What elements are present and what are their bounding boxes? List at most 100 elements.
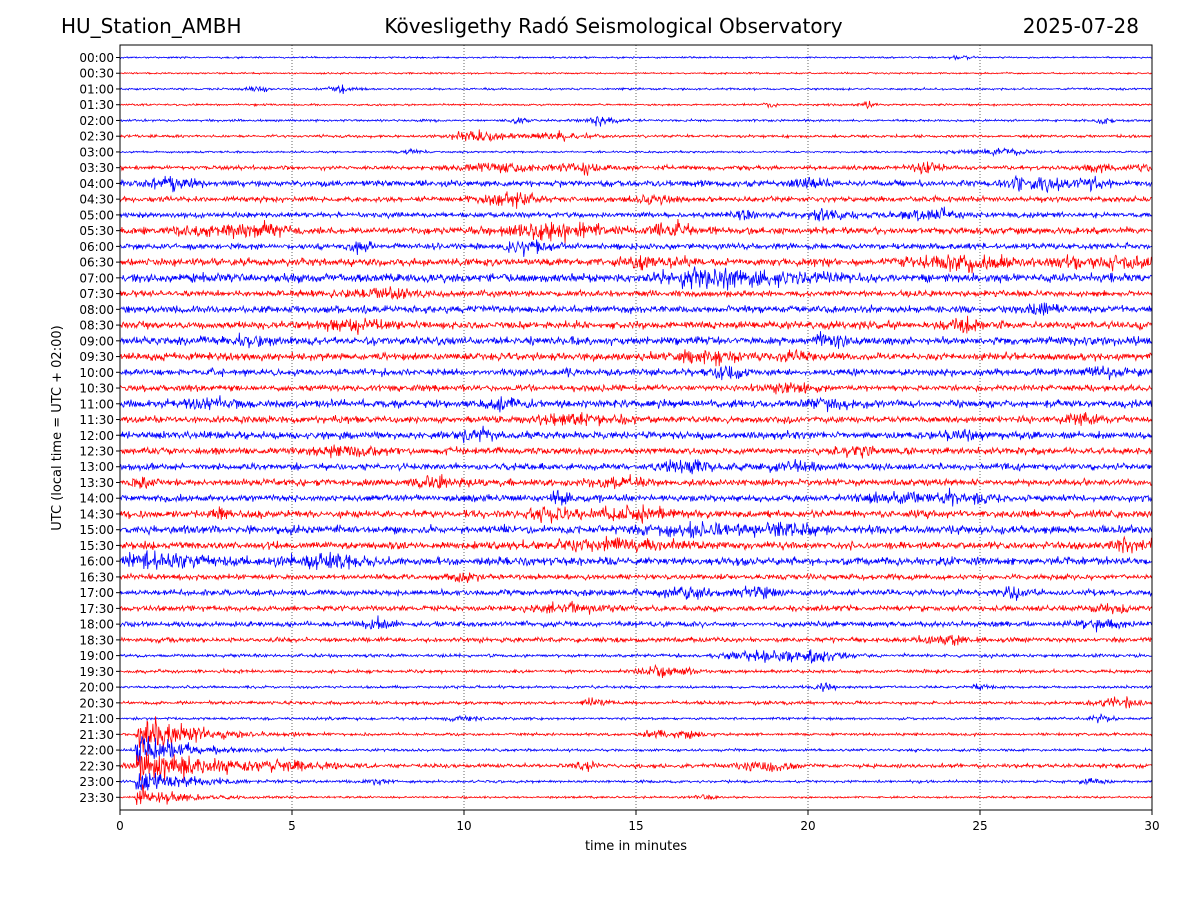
x-axis-label: time in minutes	[585, 839, 687, 854]
trace-0130	[120, 100, 1152, 110]
x-tick-label: 25	[972, 819, 987, 833]
y-tick-label: 07:00	[79, 271, 114, 285]
trace-0400	[120, 174, 1152, 194]
trace-1630	[120, 572, 1152, 583]
trace-0330	[120, 161, 1152, 176]
y-tick-label: 03:30	[79, 161, 114, 175]
y-tick-label: 13:30	[79, 476, 114, 490]
trace-1400	[120, 487, 1152, 507]
y-tick-label: 12:30	[79, 445, 114, 459]
trace-2130	[120, 716, 1152, 753]
trace-0900	[120, 331, 1152, 349]
y-tick-label: 21:00	[79, 712, 114, 726]
trace-1700	[120, 585, 1152, 601]
y-tick-label: 00:00	[79, 51, 114, 65]
y-tick-label: 12:00	[79, 429, 114, 443]
y-tick-label: 14:30	[79, 507, 114, 521]
trace-2330	[120, 784, 1152, 806]
y-tick-label: 19:00	[79, 649, 114, 663]
trace-0200	[120, 115, 1152, 127]
y-tick-label: 06:30	[79, 256, 114, 270]
y-tick-label: 23:30	[79, 791, 114, 805]
x-tick-label: 0	[116, 819, 124, 833]
y-tick-label: 11:00	[79, 397, 114, 411]
trace-0100	[120, 84, 1152, 95]
y-tick-label: 05:00	[79, 208, 114, 222]
y-tick-label: 18:30	[79, 633, 114, 647]
y-tick-label: 22:00	[79, 744, 114, 758]
y-tick-label: 03:00	[79, 145, 114, 159]
trace-1430	[120, 504, 1152, 524]
trace-0930	[120, 348, 1152, 367]
trace-1830	[120, 634, 1152, 646]
x-tick-label: 15	[628, 819, 643, 833]
y-tick-label: 04:30	[79, 193, 114, 207]
y-tick-label: 10:30	[79, 382, 114, 396]
trace-0000	[120, 54, 1152, 61]
y-tick-label: 16:30	[79, 570, 114, 584]
x-axis: 0 5 10 15 20 25 30	[116, 810, 1160, 833]
y-tick-label: 00:30	[79, 67, 114, 81]
trace-1500	[120, 520, 1152, 539]
trace-2200	[120, 736, 1152, 767]
trace-2000	[120, 682, 1152, 692]
trace-1000	[120, 365, 1152, 381]
trace-1930	[120, 663, 1152, 678]
y-tick-label: 14:00	[79, 492, 114, 506]
y-tick-label: 06:00	[79, 240, 114, 254]
y-tick-label: 22:30	[79, 759, 114, 773]
trace-0230	[120, 129, 1152, 143]
station-name: HU_Station_AMBH	[61, 14, 242, 38]
trace-1800	[120, 615, 1152, 633]
y-tick-label: 15:00	[79, 523, 114, 537]
y-tick-label: 05:30	[79, 224, 114, 238]
vertical-grid	[291, 45, 981, 810]
y-tick-label: 01:00	[79, 82, 114, 96]
x-tick-label: 20	[800, 819, 815, 833]
trace-0800	[120, 302, 1152, 316]
trace-0500	[120, 206, 1152, 222]
y-tick-label: 04:00	[79, 177, 114, 191]
y-tick-label: 18:00	[79, 618, 114, 632]
observatory-title: Kövesligethy Radó Seismological Observat…	[384, 14, 843, 38]
y-tick-label: 02:00	[79, 114, 114, 128]
trace-0630	[120, 254, 1152, 274]
trace-2300	[120, 772, 1152, 791]
seismic-traces	[120, 54, 1152, 806]
trace-1530	[120, 535, 1152, 554]
x-tick-label: 30	[1144, 819, 1159, 833]
trace-2230	[120, 752, 1152, 782]
trace-1730	[120, 600, 1152, 615]
trace-0700	[120, 266, 1152, 291]
y-tick-label: 02:30	[79, 130, 114, 144]
trace-1130	[120, 412, 1152, 427]
plot-date: 2025-07-28	[1022, 14, 1139, 38]
y-tick-label: 16:00	[79, 555, 114, 569]
trace-1300	[120, 458, 1152, 475]
trace-0830	[120, 315, 1152, 335]
y-tick-label: 11:30	[79, 413, 114, 427]
y-tick-label: 09:00	[79, 334, 114, 348]
trace-1100	[120, 395, 1152, 413]
y-tick-label: 23:00	[79, 775, 114, 789]
y-tick-label: 09:30	[79, 350, 114, 364]
trace-2030	[120, 696, 1152, 709]
trace-0600	[120, 239, 1152, 257]
y-tick-label: 15:30	[79, 539, 114, 553]
y-tick-label: 08:00	[79, 303, 114, 317]
trace-0030	[120, 71, 1152, 76]
y-tick-label: 07:30	[79, 287, 114, 301]
trace-1030	[120, 382, 1152, 395]
y-tick-label: 08:30	[79, 319, 114, 333]
y-tick-label: 19:30	[79, 665, 114, 679]
trace-1600	[120, 550, 1152, 570]
trace-1330	[120, 474, 1152, 490]
y-tick-label: 17:00	[79, 586, 114, 600]
trace-1230	[120, 444, 1152, 459]
trace-1900	[120, 649, 1152, 664]
x-tick-label: 10	[456, 819, 471, 833]
y-tick-label: 10:00	[79, 366, 114, 380]
y-tick-label: 20:00	[79, 681, 114, 695]
